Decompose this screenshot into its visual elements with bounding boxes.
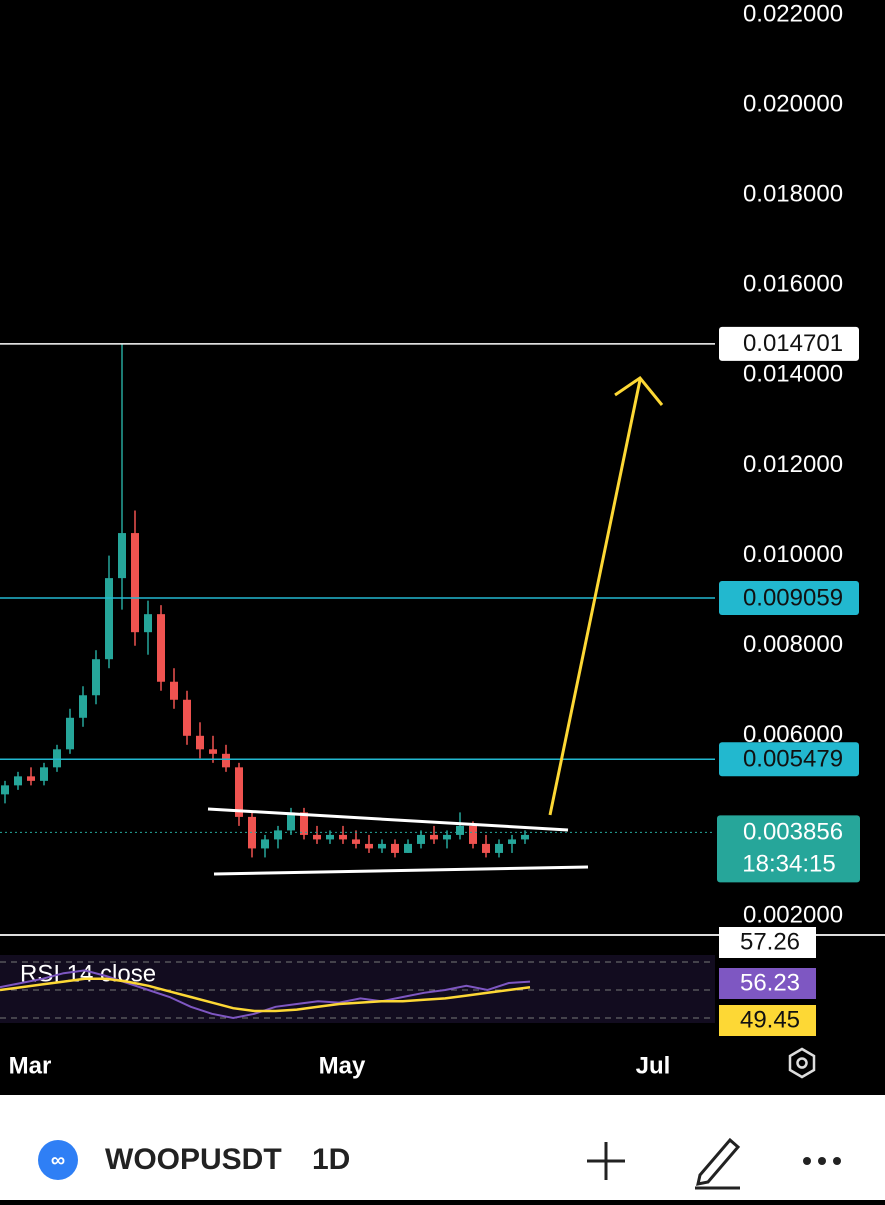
price-pane bbox=[0, 343, 715, 858]
more-button[interactable] bbox=[803, 1157, 841, 1165]
trendline bbox=[213, 865, 589, 876]
add-button[interactable] bbox=[587, 1142, 625, 1180]
settings-icon-dot bbox=[796, 1057, 808, 1069]
candle-body bbox=[170, 681, 178, 700]
candle-body bbox=[79, 695, 87, 718]
candle-body bbox=[14, 776, 22, 786]
y-tick-label: 0.010000 bbox=[743, 541, 843, 568]
candle-body bbox=[417, 834, 425, 844]
trendline bbox=[207, 807, 569, 832]
x-label: Mar bbox=[9, 1052, 52, 1079]
candle-body bbox=[222, 753, 230, 768]
rsi-badge bbox=[719, 1005, 816, 1036]
price-badge-label: 0.009059 bbox=[743, 584, 843, 611]
price-badge bbox=[719, 742, 859, 777]
candle-body bbox=[209, 749, 217, 754]
x-label: Jul bbox=[636, 1052, 671, 1079]
y-tick-label: 0.016000 bbox=[743, 271, 843, 298]
rsi-badge-label: 49.45 bbox=[740, 1006, 800, 1033]
candle-body bbox=[131, 533, 139, 633]
last-price-badge bbox=[717, 815, 860, 883]
price-axis: 0.022000 0.020000 0.018000 0.016000 0.014000… bbox=[717, 0, 860, 928]
rsi-badge-label: 56.23 bbox=[740, 969, 800, 996]
candle-body bbox=[118, 533, 126, 579]
interval[interactable]: 1D bbox=[312, 1143, 350, 1176]
y-tick-label: 0.014000 bbox=[743, 361, 843, 388]
candle-body bbox=[27, 776, 35, 781]
candle-body bbox=[430, 834, 438, 840]
rsi-pane: RSI 14 close bbox=[0, 955, 715, 1023]
candle-body bbox=[443, 834, 451, 840]
draw-button[interactable] bbox=[695, 1137, 741, 1190]
symbol-logo bbox=[38, 1140, 78, 1180]
candle-body bbox=[339, 834, 347, 840]
price-badge bbox=[719, 326, 859, 361]
candle-body bbox=[183, 699, 191, 736]
y-tick-label: 0.022000 bbox=[743, 0, 843, 27]
arrow bbox=[548, 379, 642, 816]
candle-body bbox=[157, 614, 165, 682]
settings-icon[interactable] bbox=[788, 1047, 816, 1079]
rsi-badge-label: 57.26 bbox=[740, 928, 800, 955]
rsi-badge bbox=[719, 968, 816, 999]
candle-body bbox=[404, 843, 412, 853]
candle-body bbox=[352, 839, 360, 844]
candle-body bbox=[378, 843, 386, 849]
symbol-logo-glyph: ∞ bbox=[51, 1149, 65, 1171]
rsi-background bbox=[0, 955, 715, 1023]
candle-body bbox=[287, 812, 295, 831]
candle-body bbox=[53, 749, 61, 768]
candle-body bbox=[326, 834, 334, 840]
candle-body bbox=[365, 843, 373, 849]
candle-body bbox=[92, 659, 100, 696]
symbol[interactable]: WOOPUSDT bbox=[105, 1143, 282, 1176]
candle-body bbox=[300, 812, 308, 835]
dot bbox=[803, 1157, 811, 1165]
countdown: 18:34:15 bbox=[742, 851, 835, 878]
y-tick-label: 0.002000 bbox=[743, 901, 843, 928]
y-tick-label: 0.018000 bbox=[743, 181, 843, 208]
candle-body bbox=[521, 834, 529, 840]
y-tick-label: 0.012000 bbox=[743, 451, 843, 478]
candle-body bbox=[235, 767, 243, 817]
arrow-head bbox=[614, 375, 664, 406]
x-label: May bbox=[319, 1052, 366, 1079]
candle-body bbox=[274, 830, 282, 840]
ma-line bbox=[0, 977, 531, 1013]
rsi-badge bbox=[719, 927, 816, 958]
candle-body bbox=[261, 839, 269, 849]
y-tick-label: 0.008000 bbox=[743, 631, 843, 658]
dot bbox=[833, 1157, 841, 1165]
candle-body bbox=[40, 767, 48, 781]
candle-body bbox=[144, 614, 152, 633]
y-tick-label: 0.020000 bbox=[743, 90, 843, 117]
candle-body bbox=[66, 717, 74, 750]
price-badge-label: 0.005479 bbox=[743, 746, 843, 773]
candle-body bbox=[508, 839, 516, 844]
candle-body bbox=[456, 825, 464, 835]
dot bbox=[818, 1157, 826, 1165]
candle-body bbox=[495, 843, 503, 853]
candle-body bbox=[469, 825, 477, 844]
price-badge bbox=[719, 580, 859, 615]
candle-body bbox=[1, 785, 9, 795]
candle-body bbox=[196, 735, 204, 750]
candle-body bbox=[391, 843, 399, 853]
candle-body bbox=[313, 834, 321, 840]
candle-body bbox=[105, 578, 113, 660]
last-price-label: 0.003856 bbox=[743, 819, 843, 846]
candle-body bbox=[482, 843, 490, 853]
price-badge-label: 0.014701 bbox=[743, 330, 843, 357]
